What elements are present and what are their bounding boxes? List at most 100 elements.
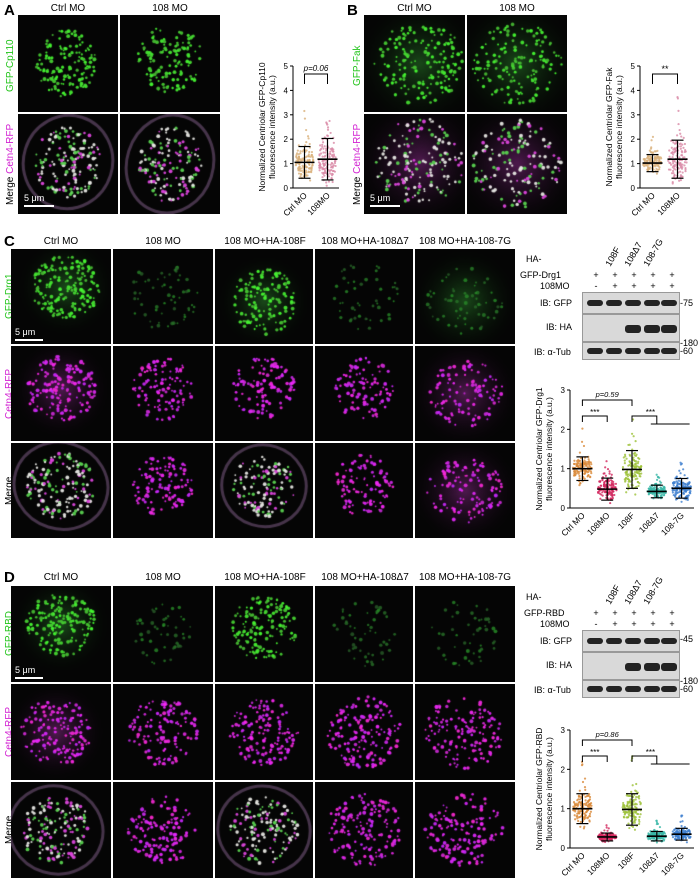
merge-label: Merge: [5, 173, 16, 205]
data-point: [589, 475, 592, 478]
data-point: [639, 803, 642, 806]
data-point: [686, 484, 689, 487]
data-point: [634, 493, 637, 496]
mw-marker: -75: [680, 298, 694, 308]
data-point: [676, 134, 679, 137]
data-point: [296, 157, 299, 160]
data-point: [679, 174, 683, 177]
data-point: [610, 491, 614, 494]
data-point: [629, 810, 632, 813]
data-point: [625, 471, 629, 474]
data-point: [688, 836, 692, 839]
data-point: [597, 485, 600, 489]
data-point: [609, 501, 612, 505]
data-point: [329, 163, 332, 166]
data-point: [583, 472, 586, 475]
data-point: [659, 494, 662, 497]
ib-label: IB: HA: [546, 660, 573, 670]
data-point: [307, 137, 310, 140]
data-point: [327, 180, 331, 183]
data-point: [297, 144, 300, 147]
data-point: [328, 155, 331, 158]
data-point: [610, 473, 613, 476]
data-point: [679, 179, 683, 182]
data-point: [626, 802, 629, 806]
data-point: [624, 811, 627, 814]
data-point: [583, 812, 586, 815]
data-point: [588, 815, 592, 818]
data-point: [683, 161, 687, 164]
data-point: [306, 135, 310, 138]
data-point: [650, 146, 653, 149]
data-point: [655, 167, 658, 171]
x-tick-label: 108-7G: [659, 850, 686, 877]
y-tick-label: 3: [561, 386, 566, 395]
scale-bar: 5 μm: [15, 665, 43, 679]
comparison-bracket: [631, 415, 690, 425]
data-point: [686, 488, 689, 491]
mw-marker: -180: [680, 676, 698, 686]
data-point: [611, 494, 614, 497]
micrograph-a-ctrl-green: [18, 15, 118, 112]
data-point: [322, 162, 325, 165]
data-point: [627, 464, 630, 467]
comparison-bracket: [631, 755, 690, 765]
data-point: [305, 166, 308, 169]
data-point: [607, 491, 610, 495]
x-tick-label: Ctrl MO: [559, 510, 587, 538]
chart-d: 0 1 2 3 Normalized Centriolar GFP-RBD fluores…: [534, 726, 694, 878]
x-tick-label: 108Δ7: [637, 850, 662, 875]
data-point: [624, 480, 627, 483]
data-point: [322, 172, 325, 176]
data-point: [673, 165, 676, 168]
data-point: [305, 141, 308, 144]
y-axis-label: Normalized Centriolar GFP-RBD: [534, 728, 544, 851]
data-point: [627, 822, 630, 825]
y-axis-label: Normalized Centriolar GFP-Cp110: [257, 62, 267, 192]
y-tick-label: 2: [284, 135, 289, 144]
data-point: [580, 764, 584, 767]
data-point: [606, 467, 610, 471]
data-point: [677, 831, 680, 834]
micrograph-c-ctrl-merge: [11, 443, 111, 538]
data-point: [633, 815, 636, 819]
data-point: [604, 491, 607, 494]
data-point: [325, 121, 328, 124]
sign: +: [593, 270, 599, 280]
micrograph-a-ctrl-merge: 5 μm: [18, 114, 118, 214]
data-point: [639, 465, 642, 469]
lane-label-108-7g: 108-7G: [641, 574, 666, 606]
mw-marker: -180: [680, 338, 698, 348]
data-point: [583, 786, 587, 789]
data-point: [584, 788, 587, 792]
data-point: [636, 465, 639, 468]
comparison-bracket: [581, 399, 633, 406]
data-point: [605, 460, 608, 463]
data-point: [577, 472, 580, 475]
data-point: [672, 481, 675, 485]
data-point: [331, 154, 334, 158]
data-point: [639, 813, 642, 816]
data-point: [583, 825, 586, 828]
data-point: [628, 826, 631, 830]
data-point: [631, 825, 635, 829]
data-point: [672, 493, 675, 497]
mw-marker: -45: [680, 634, 694, 644]
y-tick-label: 1: [561, 465, 566, 474]
data-point: [321, 155, 324, 158]
data-point: [326, 123, 329, 126]
data-point: [614, 482, 618, 485]
data-point: [297, 172, 301, 175]
data-point: [308, 158, 311, 162]
data-point: [305, 128, 308, 132]
data-point: [638, 822, 641, 826]
data-point: [683, 164, 686, 167]
data-point: [584, 802, 587, 805]
data-point: [321, 176, 324, 179]
data-point: [578, 789, 581, 792]
data-point: [577, 794, 581, 797]
data-point: [686, 830, 689, 834]
comparison-bracket: [581, 415, 608, 422]
data-point: [629, 811, 632, 815]
y-axis-label: fluorescence intensity (a.u.): [544, 737, 554, 841]
